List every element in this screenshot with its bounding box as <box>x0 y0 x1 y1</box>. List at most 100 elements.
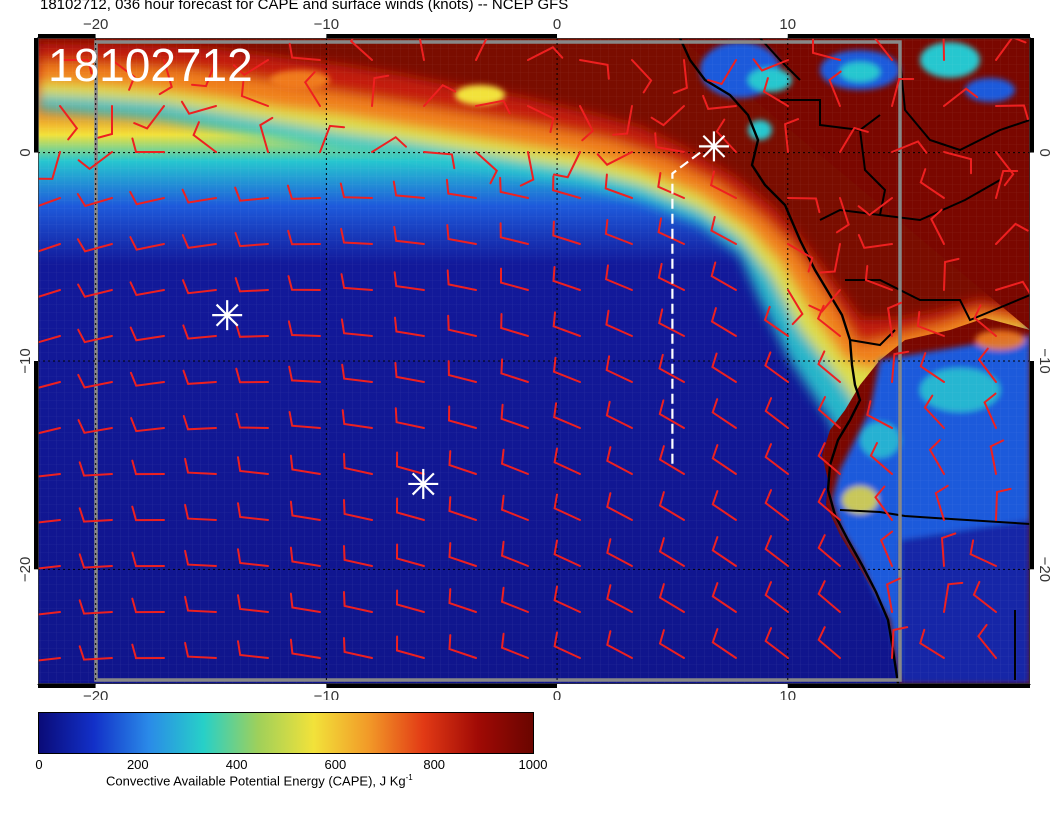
wind-barb <box>392 180 425 199</box>
wind-barb <box>418 38 425 61</box>
y-tick-label-left: −20 <box>17 557 34 582</box>
wind-barb <box>287 275 321 291</box>
wind-barb <box>343 453 373 475</box>
wind-barb <box>131 643 165 660</box>
wind-barb <box>764 581 789 613</box>
wind-barb <box>612 105 633 136</box>
colorbar-tick-label: 800 <box>423 757 446 772</box>
storm-track <box>671 151 701 466</box>
wind-barb <box>237 502 269 521</box>
wind-barb <box>596 151 633 166</box>
wind-barb <box>130 417 165 433</box>
wind-barb <box>709 170 737 199</box>
wind-barb <box>919 168 945 199</box>
wind-barb <box>340 318 373 337</box>
axis-bar-top <box>557 34 788 38</box>
wind-barb <box>787 197 821 214</box>
wind-barb <box>552 220 581 245</box>
wind-barb <box>499 222 529 245</box>
wind-barb <box>184 641 217 659</box>
wind-barb <box>553 493 581 521</box>
wind-barb <box>527 46 564 61</box>
wind-barb <box>447 314 477 337</box>
colorbar-caption-text: Convective Available Potential Energy (C… <box>106 773 406 789</box>
axis-bar-top <box>38 34 96 38</box>
wind-barb <box>181 234 217 249</box>
wind-barb <box>869 442 893 475</box>
wind-barb <box>857 234 893 249</box>
wind-barb <box>184 503 217 521</box>
wind-barb <box>77 373 113 389</box>
wind-barb <box>816 304 841 337</box>
asterisk-marker <box>408 468 439 499</box>
wind-barb <box>658 583 685 613</box>
wind-barb <box>184 549 217 567</box>
colorbar-tick-label: 1000 <box>518 757 548 772</box>
wind-barb <box>711 628 737 659</box>
wind-barb <box>289 546 321 567</box>
wind-barb <box>995 487 1012 521</box>
wind-barb <box>654 132 685 153</box>
wind-barb <box>866 400 893 429</box>
wind-barb <box>606 538 633 567</box>
wind-barb <box>702 94 737 110</box>
wind-barb <box>817 350 841 383</box>
wind-barb <box>286 184 321 200</box>
wind-barb <box>259 116 274 153</box>
wind-barb <box>129 326 165 342</box>
wind-barb <box>448 588 477 613</box>
wind-barb <box>59 105 79 141</box>
wind-barb <box>606 584 633 613</box>
wind-barb <box>943 87 979 107</box>
wind-barb <box>38 243 61 253</box>
x-tick-label-bottom: 10 <box>779 688 796 700</box>
wind-barb <box>764 397 789 429</box>
wind-barb <box>817 626 841 659</box>
wind-barb <box>715 118 737 153</box>
wind-barb <box>977 347 997 383</box>
wind-barb <box>319 124 345 153</box>
wind-barb <box>288 365 321 383</box>
axis-bar-right <box>1030 38 1034 153</box>
axis-bar-bottom <box>38 684 96 688</box>
wind-barb <box>817 488 841 521</box>
wind-barb <box>287 320 321 337</box>
wind-barb <box>78 553 113 569</box>
wind-barb <box>579 59 610 80</box>
latlon-gridlines <box>38 38 1030 684</box>
axis-frame-bars <box>34 34 1034 688</box>
wind-barb <box>235 367 269 384</box>
wind-barb <box>182 279 217 295</box>
colorbar-tick-label: 0 <box>35 757 43 772</box>
wind-barb <box>711 444 737 475</box>
wind-barb <box>38 519 61 524</box>
wind-barb <box>553 151 581 179</box>
wind-barb <box>131 597 165 614</box>
axis-bar-right <box>1030 152 1034 361</box>
wind-barb <box>234 186 269 202</box>
colorbar-tick-label: 600 <box>324 757 347 772</box>
wind-barb <box>606 446 633 475</box>
wind-barb <box>605 355 633 383</box>
wind-barb <box>448 450 477 475</box>
wind-barb <box>158 59 173 96</box>
wind-barb <box>710 261 737 291</box>
wind-barb <box>817 534 841 567</box>
wind-barb <box>77 419 113 434</box>
wind-barb <box>928 438 945 475</box>
wind-barb <box>288 411 321 429</box>
axis-bar-bottom <box>557 684 788 688</box>
wind-barb <box>916 311 945 337</box>
y-tick-label-right: −20 <box>1036 557 1053 582</box>
wind-barb <box>395 589 425 613</box>
wind-barb <box>519 151 535 187</box>
wind-barb <box>180 100 217 115</box>
wind-barb <box>995 280 1030 295</box>
wind-barb <box>710 307 737 337</box>
wind-barb <box>989 439 1005 475</box>
wind-barb <box>857 197 893 217</box>
colorbar <box>38 712 534 754</box>
wind-barb <box>129 190 165 206</box>
wind-barb <box>552 175 581 199</box>
wind-barb <box>817 396 841 429</box>
